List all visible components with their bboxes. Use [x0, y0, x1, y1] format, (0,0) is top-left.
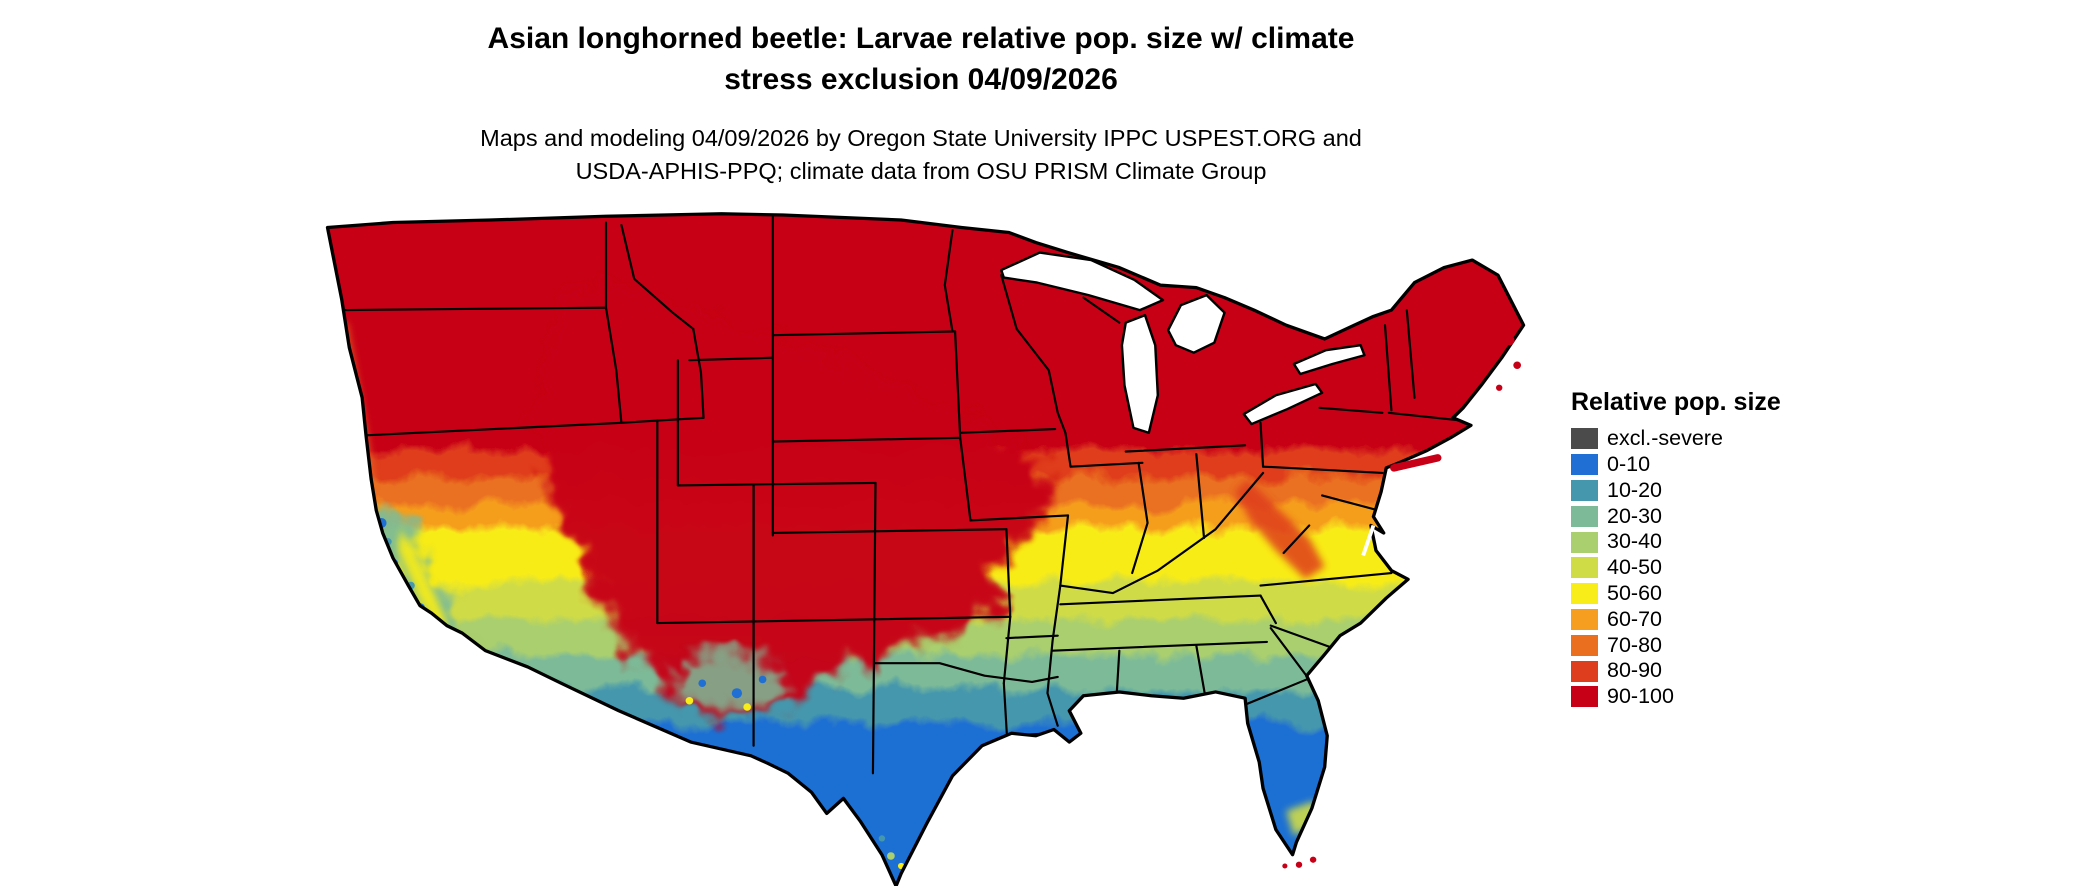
legend: Relative pop. size excl.-severe 0-10 10-20… [1571, 388, 1831, 710]
map-title: Asian longhorned beetle: Larvae relative… [0, 18, 1842, 101]
legend-swatch [1571, 479, 1598, 501]
map-subtitle-line1: Maps and modeling 04/09/2026 by Oregon S… [480, 125, 1362, 151]
legend-swatch [1571, 686, 1598, 708]
lake-erie-shape [1242, 382, 1324, 426]
legend-item-label: 0-10 [1607, 451, 1651, 476]
us-outline [325, 212, 1526, 886]
legend-item: excl.-severe [1571, 426, 1831, 452]
state-borders [335, 215, 1461, 775]
legend-title: Relative pop. size [1571, 388, 1781, 416]
arizona-yellow-speckle [685, 696, 752, 711]
legend-item: 30-40 [1571, 529, 1831, 555]
legend-swatch [1571, 608, 1598, 630]
legend-item-label: 60-70 [1607, 606, 1662, 631]
legend-item: 10-20 [1571, 478, 1831, 504]
legend-item-label: 50-60 [1607, 580, 1662, 605]
appalachian-red-region [1234, 479, 1325, 580]
mountain-west-red-region [535, 278, 1056, 717]
map-title-line2: stress exclusion 04/09/2026 [724, 63, 1118, 97]
florida-keys-fragments [1282, 856, 1317, 869]
florida-tip-orange-dot [1300, 842, 1308, 850]
lake-michigan-shape [1120, 313, 1160, 435]
california-valley-yellow-region [398, 529, 450, 630]
legend-item-label: 80-90 [1607, 658, 1662, 683]
lake-huron-shape [1166, 293, 1226, 354]
legend-item-label: 70-80 [1607, 632, 1662, 657]
legend-swatch [1571, 428, 1598, 450]
legend-item: 60-70 [1571, 607, 1831, 633]
arizona-green-region [680, 650, 786, 711]
map-subtitle: Maps and modeling 04/09/2026 by Oregon S… [0, 122, 1842, 189]
legend-swatch [1571, 557, 1598, 579]
coastal-fragments [1282, 335, 1522, 869]
legend-swatch [1571, 634, 1598, 656]
map-fill [327, 213, 1524, 886]
chesapeake-bay-shape [1361, 524, 1376, 557]
legend-item: 70-80 [1571, 632, 1831, 658]
legend-item-label: excl.-severe [1607, 426, 1723, 451]
map-subtitle-line2: USDA-APHIS-PPQ; climate data from OSU PR… [575, 158, 1267, 185]
legend-item-label: 30-40 [1607, 529, 1662, 554]
legend-item: 20-30 [1571, 503, 1831, 529]
legend-item-label: 10-20 [1607, 477, 1662, 502]
legend-swatch [1571, 505, 1598, 527]
legend-item: 50-60 [1571, 581, 1831, 607]
long-island-shape [1390, 454, 1442, 472]
legend-swatch [1571, 583, 1598, 605]
legend-item-label: 90-100 [1607, 684, 1674, 709]
legend-swatch [1571, 531, 1598, 553]
map-title-line1: Asian longhorned beetle: Larvae relative… [487, 22, 1355, 55]
legend-item: 0-10 [1571, 452, 1831, 478]
legend-item: 40-50 [1571, 555, 1831, 581]
us-map [325, 212, 1526, 886]
legend-swatch [1571, 660, 1598, 682]
maine-border-fragments [1495, 335, 1522, 391]
legend-item: 80-90 [1571, 658, 1831, 684]
legend-swatch [1571, 454, 1598, 476]
arizona-blue-speckle [698, 675, 767, 699]
lake-ontario-shape [1292, 344, 1366, 376]
great-lakes [1000, 251, 1366, 435]
legend-item-label: 40-50 [1607, 555, 1662, 580]
legend-item-label: 20-30 [1607, 503, 1662, 528]
legend-item: 90-100 [1571, 684, 1831, 710]
lake-superior-shape [1000, 251, 1165, 312]
legend-rows: excl.-severe 0-10 10-20 20-30 30-40 40-50 50-6… [1571, 426, 1831, 710]
